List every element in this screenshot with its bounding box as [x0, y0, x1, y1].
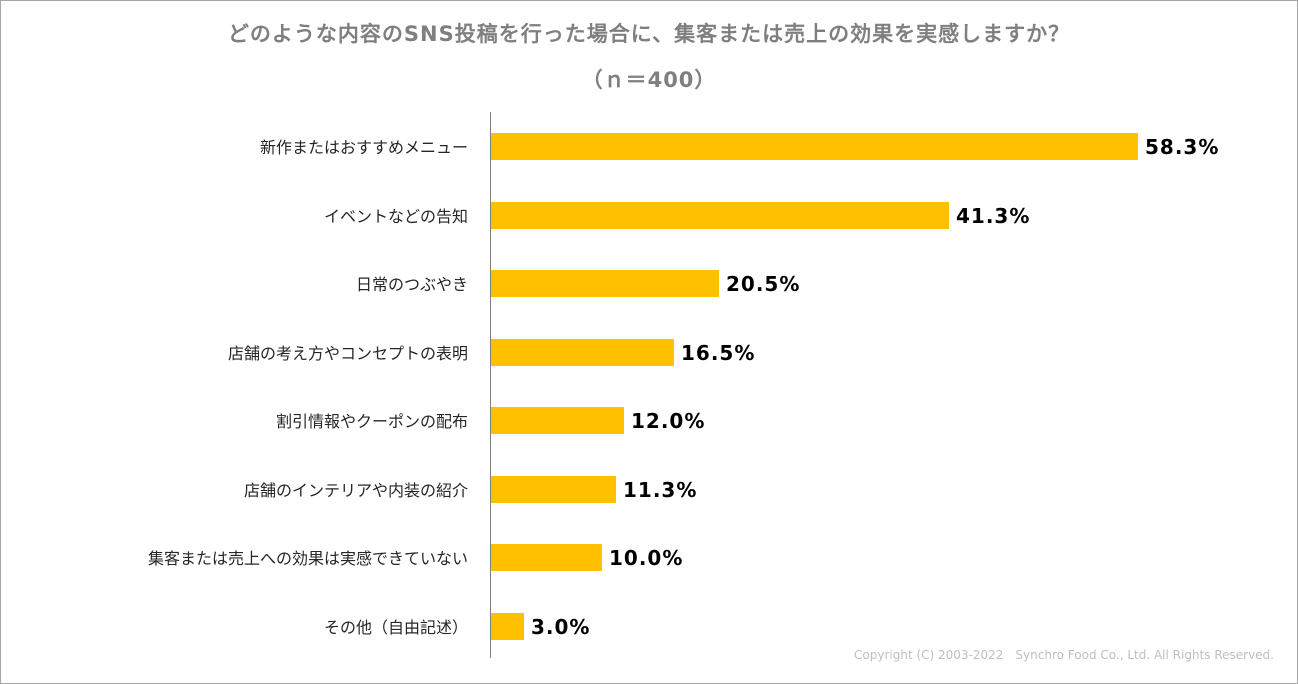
- bar: [491, 475, 616, 503]
- value-label: 58.3%: [1145, 135, 1220, 159]
- value-label: 11.3%: [623, 477, 698, 502]
- category-label: 店舗のインテリアや内装の紹介: [243, 480, 468, 500]
- value-label: 16.5%: [681, 340, 756, 365]
- bar: [491, 338, 674, 366]
- chart-subtitle: （ｎ＝400）: [581, 68, 717, 92]
- y-axis-line: [490, 112, 491, 658]
- bar: [491, 544, 602, 571]
- category-label: 割引情報やクーポンの配布: [275, 412, 468, 431]
- bar: [491, 201, 949, 229]
- bar: [491, 407, 624, 434]
- chart-title: どのような内容のSNS投稿を行った場合に、集客または売上の効果を実感しますか？: [227, 22, 1071, 46]
- category-label: イベントなどの告知: [323, 206, 468, 226]
- category-label: その他（自由記述）: [323, 617, 468, 637]
- value-label: 12.0%: [631, 409, 706, 433]
- category-label: 集客または売上への効果は実感できていない: [147, 549, 468, 568]
- category-label: 新作またはおすすめメニュー: [259, 138, 468, 157]
- bar: [491, 270, 719, 297]
- value-label: 10.0%: [609, 546, 684, 570]
- copyright-text: Copyright (C) 2003-2022 Synchro Food Co.…: [854, 648, 1274, 662]
- value-label: 20.5%: [726, 272, 801, 296]
- category-label: 店舗の考え方やコンセプトの表明: [227, 343, 468, 363]
- value-label: 41.3%: [956, 203, 1031, 228]
- category-label: 日常のつぶやき: [355, 275, 468, 294]
- bar: [491, 612, 524, 640]
- value-label: 3.0%: [531, 614, 591, 639]
- bar: [491, 133, 1138, 160]
